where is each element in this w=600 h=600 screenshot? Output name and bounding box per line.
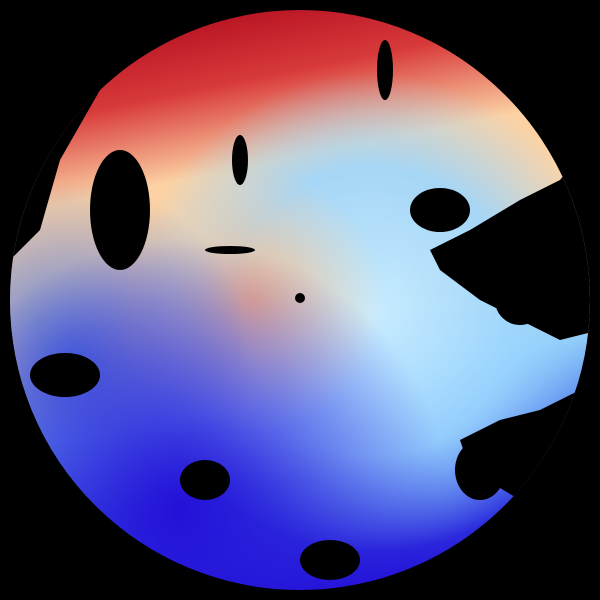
- radar-scan: [10, 10, 590, 590]
- velocity-field: [10, 10, 590, 590]
